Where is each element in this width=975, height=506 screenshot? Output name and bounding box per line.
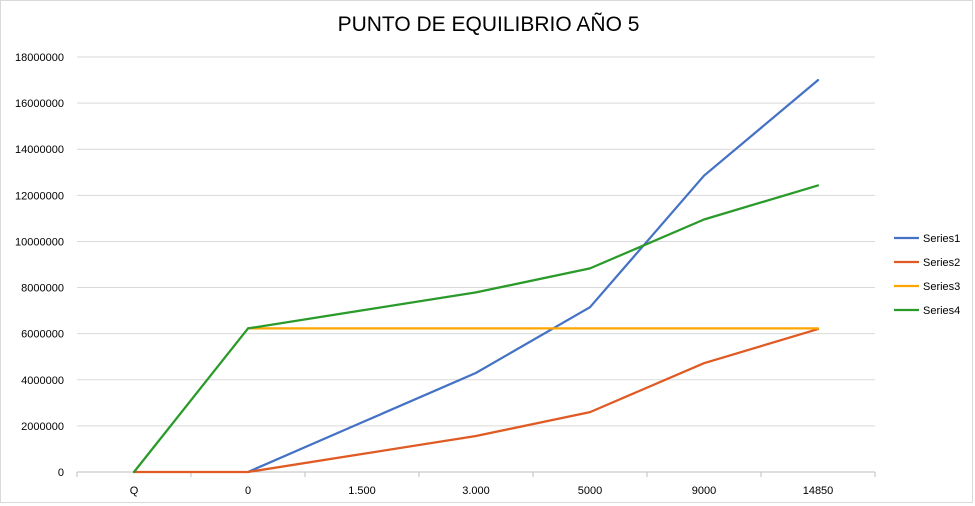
y-tick-label: 12000000 [15, 190, 64, 202]
y-tick-label: 2000000 [21, 421, 64, 433]
legend-label-3: Series3 [923, 281, 960, 293]
y-tick-label: 18000000 [15, 52, 64, 64]
chart-title: PUNTO DE EQUILIBRIO AÑO 5 [337, 13, 640, 36]
series-line-4 [132, 184, 820, 474]
y-tick-label: 16000000 [15, 98, 64, 110]
x-tick-label: Q [130, 485, 139, 497]
x-tick-label: 5000 [578, 485, 602, 497]
legend-label-4: Series4 [923, 305, 960, 317]
x-tick-label: 0 [245, 485, 251, 497]
x-tick-label: 3.000 [462, 485, 490, 497]
series-line-2 [132, 327, 820, 474]
y-tick-label: 4000000 [21, 375, 64, 387]
y-tick-label: 0 [58, 467, 64, 479]
y-tick-label: 8000000 [21, 283, 64, 295]
y-tick-label: 6000000 [21, 329, 64, 341]
legend-label-2: Series2 [923, 257, 960, 269]
x-tick-label: 9000 [692, 485, 716, 497]
y-tick-label: 14000000 [15, 144, 64, 156]
series-line-1 [246, 78, 820, 474]
legend-label-1: Series1 [923, 233, 960, 245]
y-tick-label: 10000000 [15, 236, 64, 248]
x-tick-label: 14850 [803, 485, 834, 497]
x-tick-label: 1.500 [348, 485, 376, 497]
